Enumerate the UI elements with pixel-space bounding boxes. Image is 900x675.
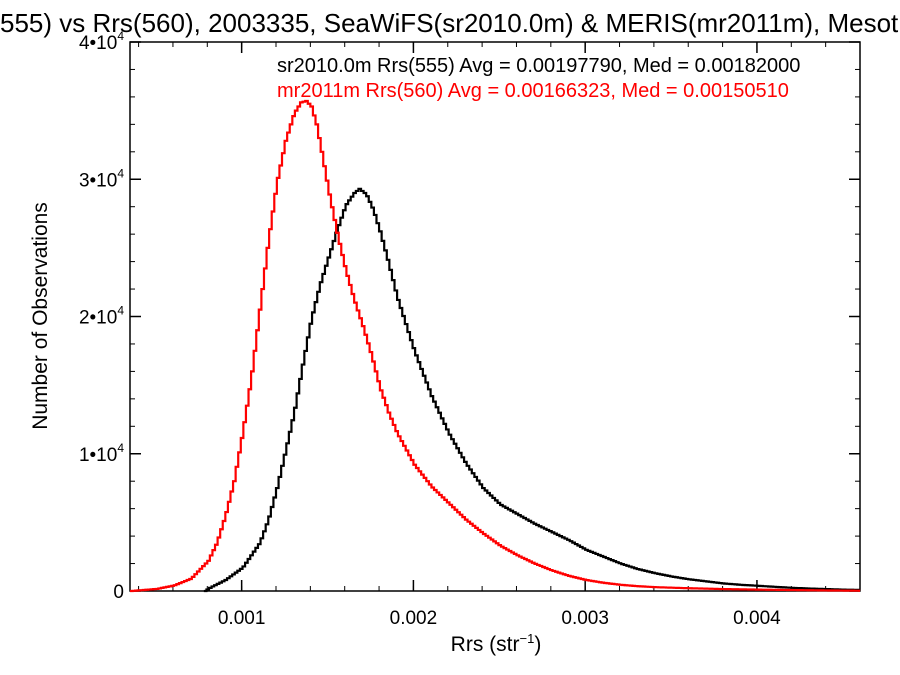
legend-entry-2: mr2011m Rrs(560) Avg = 0.00166323, Med =… [277, 80, 789, 102]
y-tick-label-exponent: 4 [117, 166, 124, 180]
x-axis-label-exponent: −1 [520, 631, 535, 646]
x-axis-ticks: 0.001 0.002 0.003 0.004 [138, 42, 861, 629]
x-tick-label: 0.001 [218, 608, 266, 629]
y-tick-label: 1•104 [79, 441, 124, 466]
y-tick-label-base: 4•10 [79, 33, 117, 54]
y-tick-label-exponent: 4 [117, 29, 124, 43]
y-tick-label: 4•104 [79, 29, 124, 54]
series-layer [130, 99, 861, 593]
y-tick-label-exponent: 4 [117, 304, 124, 318]
y-tick-label-base: 0 [113, 582, 124, 603]
x-axis-label-main: Rrs (str [451, 633, 520, 656]
x-tick-label: 0.003 [561, 608, 609, 629]
legend-entry-1: sr2010.0m Rrs(555) Avg = 0.00197790, Med… [277, 55, 800, 77]
y-tick-label-base: 1•10 [79, 445, 117, 466]
y-tick-label-exponent: 4 [117, 441, 124, 455]
y-tick-label: 2•104 [79, 304, 124, 329]
plot-frame [129, 41, 861, 592]
x-axis-label-close: ) [534, 633, 541, 656]
y-tick-label-base: 3•10 [79, 170, 117, 191]
series-line-1 [203, 187, 860, 593]
y-tick-label: 3•104 [79, 166, 124, 191]
x-tick-label: 0.004 [733, 608, 781, 629]
x-tick-label: 0.002 [390, 608, 438, 629]
y-tick-label: 0 [113, 582, 124, 603]
series-line-2 [130, 99, 861, 593]
x-axis-label: Rrs (str−1) [451, 631, 542, 656]
chart-title: Rrs(555) vs Rrs(560), 2003335, SeaWiFS(s… [0, 8, 900, 38]
y-axis-label: Number of Observations [29, 202, 52, 430]
y-tick-label-base: 2•10 [79, 308, 117, 329]
